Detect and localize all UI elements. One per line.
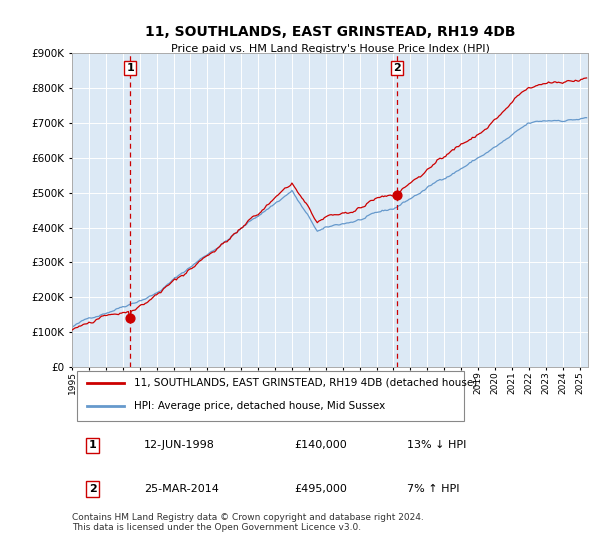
- Text: £495,000: £495,000: [294, 484, 347, 494]
- Text: HPI: Average price, detached house, Mid Sussex: HPI: Average price, detached house, Mid …: [134, 402, 385, 412]
- Text: £140,000: £140,000: [294, 440, 347, 450]
- Text: 25-MAR-2014: 25-MAR-2014: [144, 484, 219, 494]
- Text: 11, SOUTHLANDS, EAST GRINSTEAD, RH19 4DB: 11, SOUTHLANDS, EAST GRINSTEAD, RH19 4DB: [145, 25, 515, 39]
- Text: 12-JUN-1998: 12-JUN-1998: [144, 440, 215, 450]
- Point: [392, 190, 402, 199]
- Text: 11, SOUTHLANDS, EAST GRINSTEAD, RH19 4DB (detached house): 11, SOUTHLANDS, EAST GRINSTEAD, RH19 4DB…: [134, 378, 477, 388]
- Text: 1: 1: [127, 63, 134, 73]
- Text: Price paid vs. HM Land Registry's House Price Index (HPI): Price paid vs. HM Land Registry's House …: [170, 44, 490, 54]
- Text: Contains HM Land Registry data © Crown copyright and database right 2024.
This d: Contains HM Land Registry data © Crown c…: [72, 513, 424, 533]
- Point: [125, 314, 135, 323]
- FancyBboxPatch shape: [77, 371, 464, 421]
- Text: 7% ↑ HPI: 7% ↑ HPI: [407, 484, 460, 494]
- Text: 2: 2: [89, 484, 97, 494]
- Text: 13% ↓ HPI: 13% ↓ HPI: [407, 440, 467, 450]
- Text: 1: 1: [89, 440, 97, 450]
- Text: 2: 2: [394, 63, 401, 73]
